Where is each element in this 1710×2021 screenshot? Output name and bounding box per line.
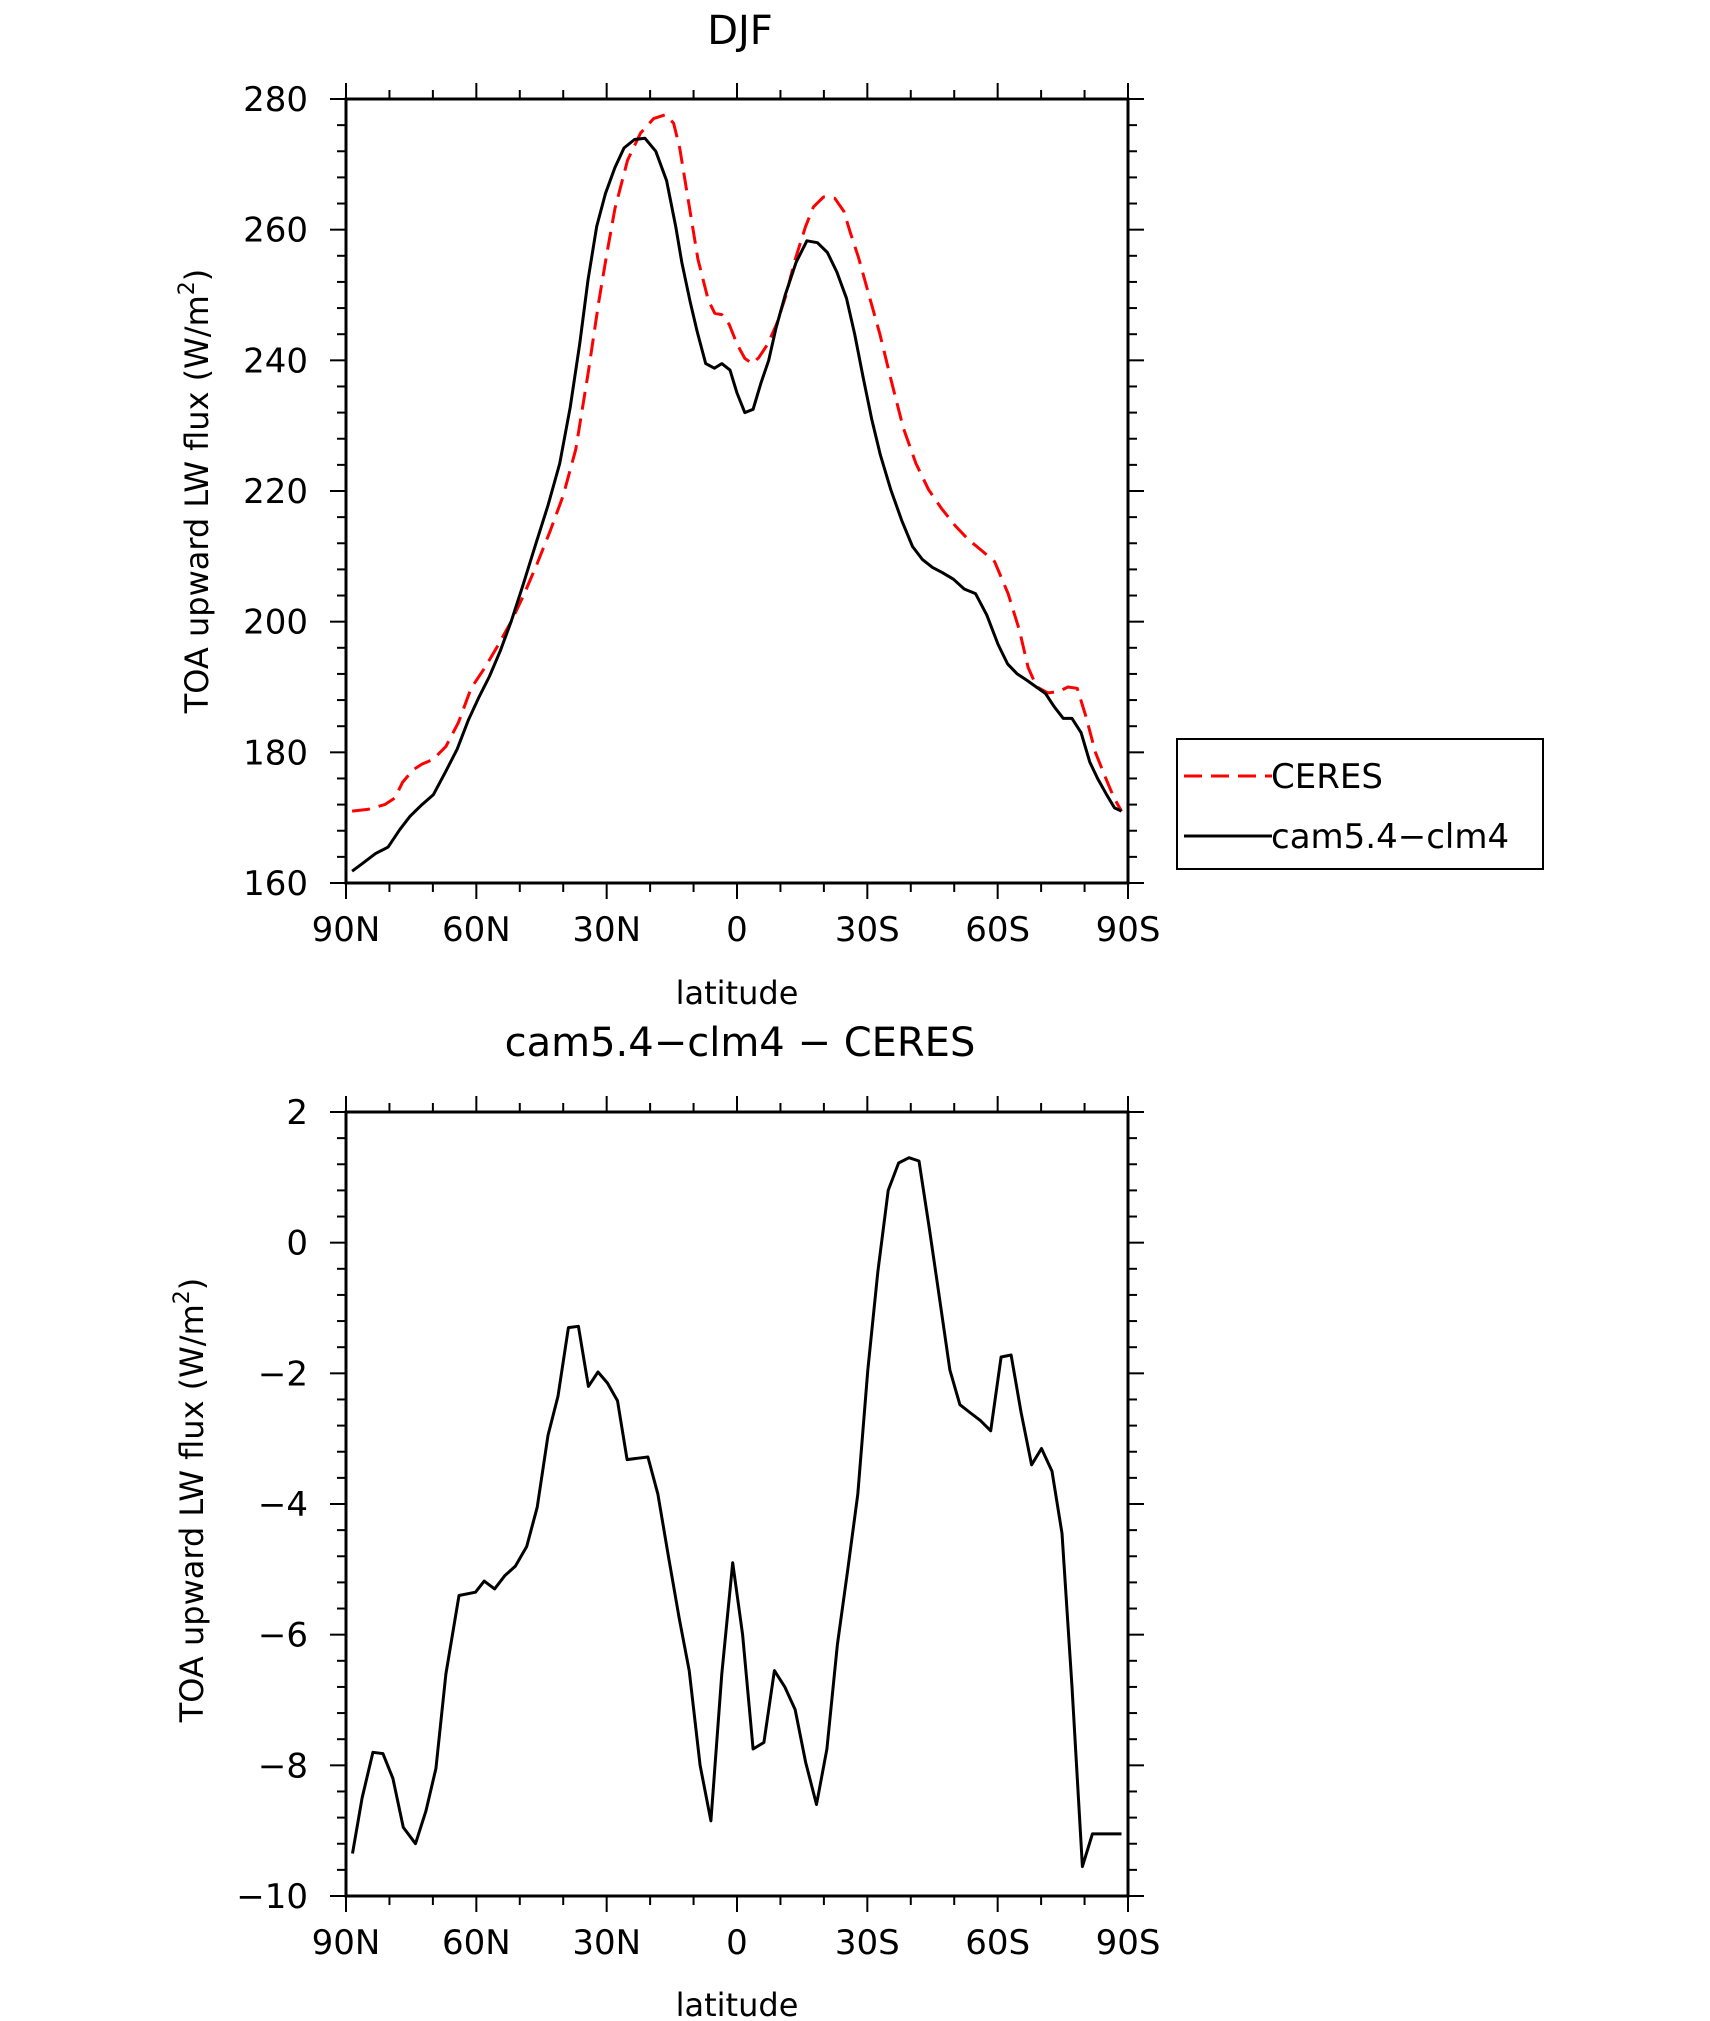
top-x-tick-label: 30S <box>835 910 900 950</box>
bottom-x-ticks: 90N 60N 30N 0 30S 60S 90S <box>312 1096 1161 1963</box>
bottom-y-tick-label: 0 <box>286 1224 308 1264</box>
top-x-tick-label: 0 <box>726 910 748 950</box>
top-y-tick-label: 240 <box>243 341 308 381</box>
top-y-ticks: 160 180 200 220 240 260 280 <box>243 80 1144 904</box>
bottom-x-tick-label: 60N <box>442 1923 511 1963</box>
top-y-axis-label-end: ) <box>178 269 216 281</box>
legend: CERES cam5.4−clm4 <box>1176 738 1544 870</box>
bottom-x-tick-label: 30S <box>835 1923 900 1963</box>
bottom-panel: cam5.4−clm4 − CERES 90N 60N 30N 0 30S 60S 90S … <box>170 1020 1160 2021</box>
top-y-tick-label: 220 <box>243 472 308 512</box>
top-x-tick-label: 60S <box>965 910 1030 950</box>
top-x-tick-label: 90N <box>312 910 381 950</box>
legend-ceres-label: CERES <box>1271 757 1383 797</box>
bottom-y-axis-label-main: TOA upward LW flux (W/m <box>173 1304 211 1723</box>
top-series-line-cam5-4-clm4 <box>351 136 1123 873</box>
top-y-axis-label: TOA upward LW flux (W/m2) <box>175 269 216 715</box>
bottom-x-axis-label: latitude <box>676 1986 799 2021</box>
top-y-tick-label: 180 <box>243 733 308 773</box>
bottom-y-tick-label: −8 <box>258 1746 308 1786</box>
top-y-axis-label-sup: 2 <box>175 281 200 295</box>
top-series-line-ceres <box>351 113 1123 813</box>
bottom-y-tick-label: −4 <box>258 1485 308 1525</box>
top-x-tick-label: 30N <box>572 910 641 950</box>
top-chart-title: DJF <box>707 8 773 54</box>
legend-box <box>1176 738 1544 870</box>
legend-cam-label: cam5.4−clm4 <box>1271 817 1509 857</box>
bottom-x-tick-label: 90N <box>312 1923 381 1963</box>
top-y-tick-label: 280 <box>243 80 308 120</box>
top-x-ticks: 90N 60N 30N 0 30S 60S 90S <box>312 83 1161 950</box>
bottom-x-tick-label: 30N <box>572 1923 641 1963</box>
bottom-x-tick-label: 90S <box>1096 1923 1161 1963</box>
bottom-y-tick-label: −2 <box>258 1354 308 1394</box>
top-y-tick-label: 160 <box>243 864 308 904</box>
bottom-series-group <box>351 1156 1122 1869</box>
bottom-y-axis-label: TOA upward LW flux (W/m2) <box>170 1278 211 1724</box>
bottom-y-axis-label-end: ) <box>173 1278 211 1290</box>
bottom-series-line-difference <box>351 1156 1122 1869</box>
bottom-plot-frame <box>344 1110 1130 1898</box>
top-panel: DJF 90N 60N 30N 0 30S 60S 90S 160 180 200 220 240 2… <box>175 8 1544 1012</box>
top-y-axis-label-main: TOA upward LW flux (W/m <box>178 295 216 714</box>
top-x-axis-label: latitude <box>676 974 799 1012</box>
top-plot-frame <box>344 97 1130 885</box>
bottom-y-tick-label: −10 <box>236 1877 308 1917</box>
bottom-y-ticks: −10 −8 −6 −4 −2 0 2 <box>236 1093 1144 1917</box>
top-series-group <box>351 113 1123 873</box>
bottom-x-tick-label: 0 <box>726 1923 748 1963</box>
bottom-y-tick-label: 2 <box>286 1093 308 1133</box>
top-y-tick-label: 260 <box>243 211 308 251</box>
bottom-y-tick-label: −6 <box>258 1616 308 1656</box>
top-x-tick-label: 90S <box>1096 910 1161 950</box>
top-x-tick-label: 60N <box>442 910 511 950</box>
bottom-chart-title: cam5.4−clm4 − CERES <box>505 1020 976 1066</box>
top-y-tick-label: 200 <box>243 603 308 643</box>
bottom-y-axis-label-sup: 2 <box>170 1290 195 1304</box>
bottom-x-tick-label: 60S <box>965 1923 1030 1963</box>
